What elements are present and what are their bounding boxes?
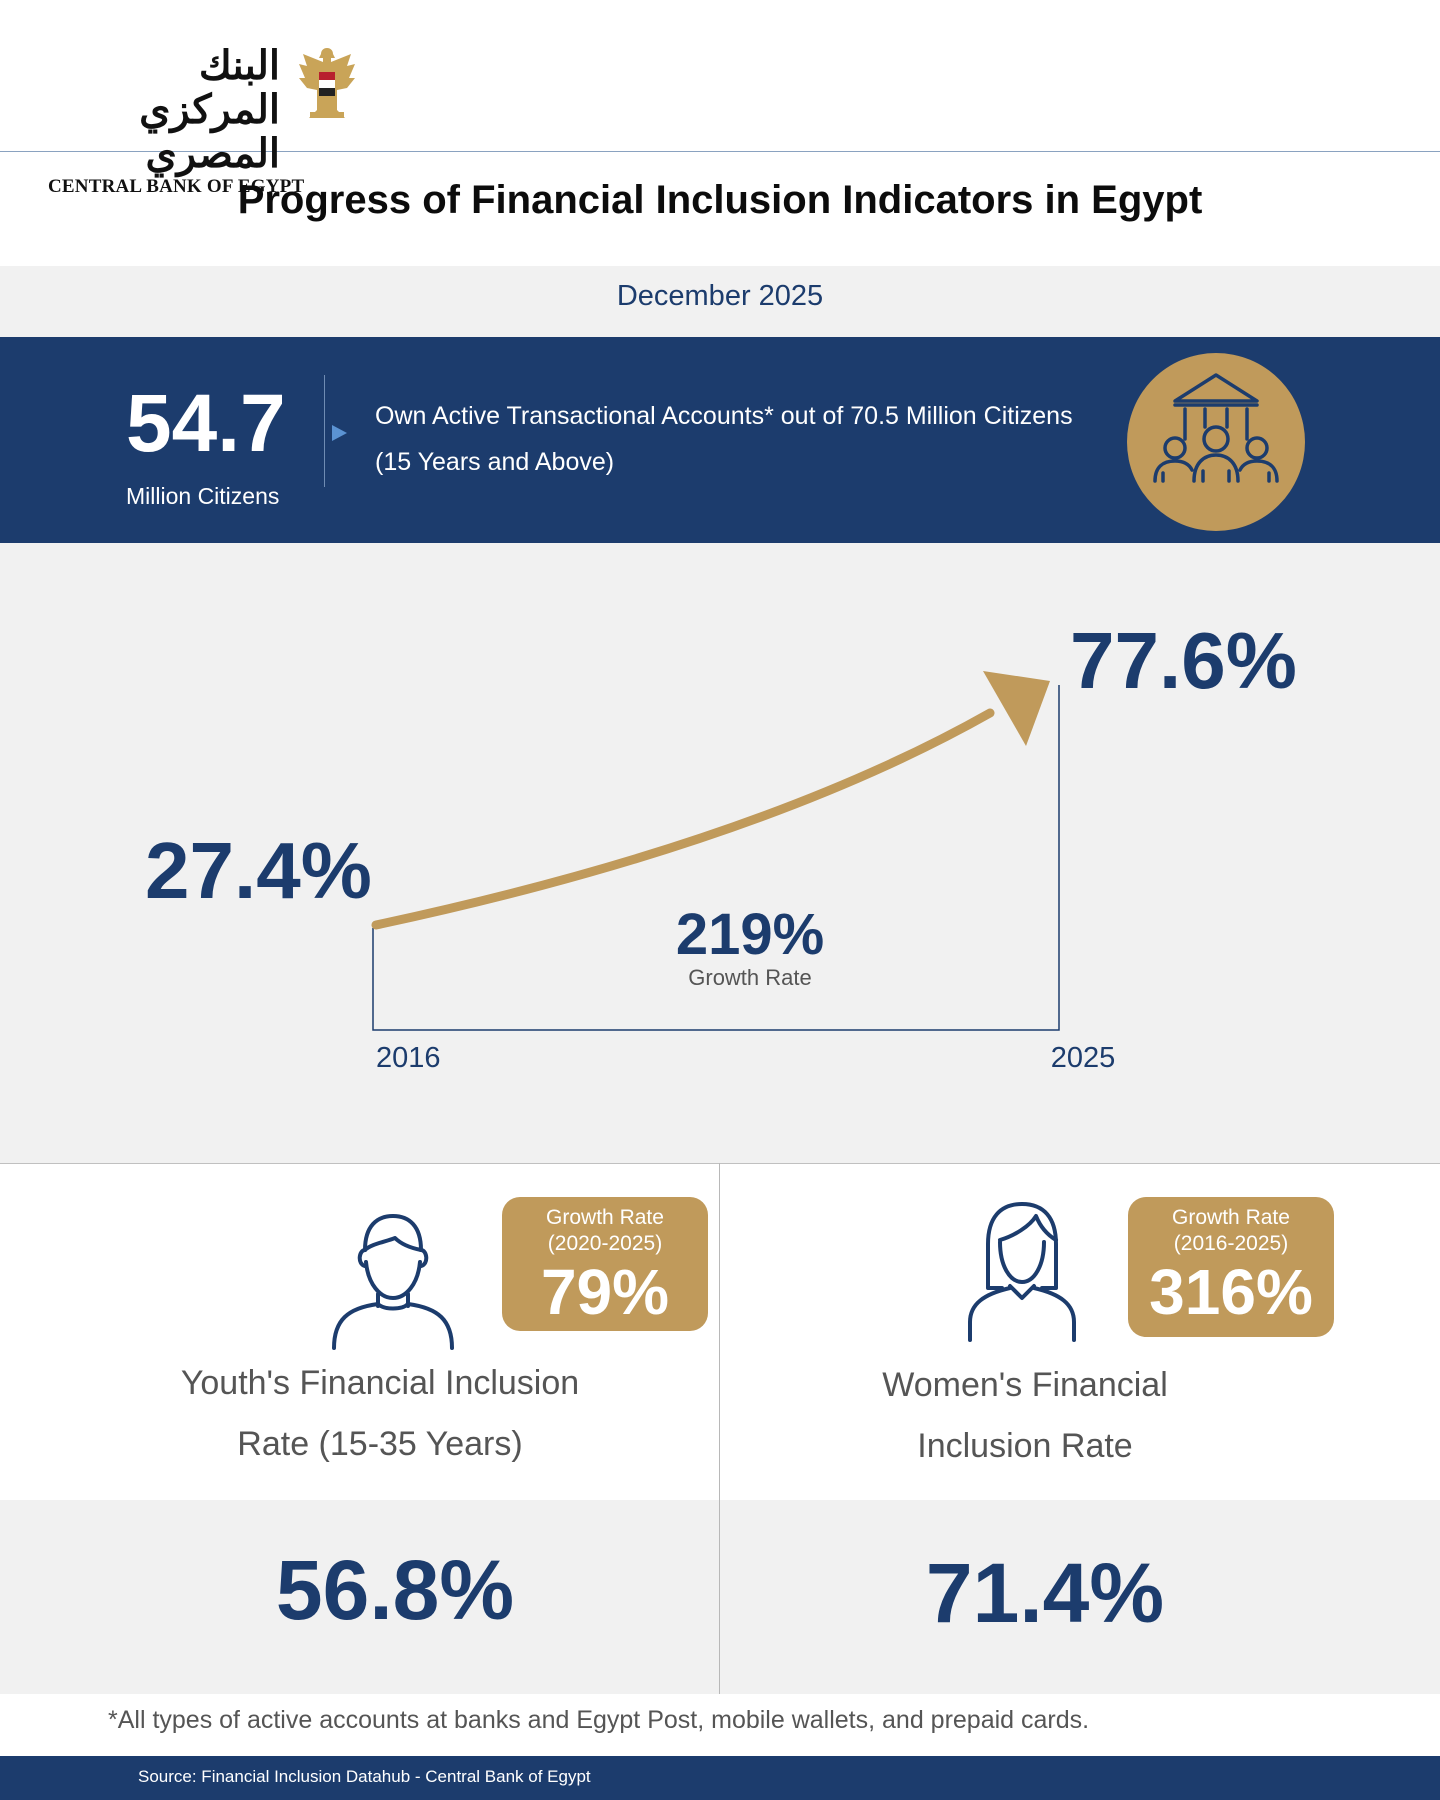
women-growth-badge: Growth Rate (2016-2025) 316% (1128, 1197, 1334, 1337)
chart-frame (372, 685, 1060, 1031)
growth-annotation-label: Growth Rate (688, 965, 812, 990)
highlight-description: Own Active Transactional Accounts* out o… (375, 393, 1115, 485)
growth-arrow-head (983, 671, 1050, 746)
growth-arrow (371, 708, 995, 930)
highlight-description-line1: Own Active Transactional Accounts* out o… (375, 402, 1073, 430)
category-values-band (0, 1500, 1440, 1694)
triangle-pointer-icon (332, 425, 347, 441)
end-value-label: 77.6% (1070, 616, 1297, 705)
date-band: December 2025 (0, 266, 1440, 337)
women-growth-period: (2016-2025) (1173, 1232, 1289, 1255)
cbe-logo: البنك المركزي المصري CENTRAL BANK OF EGY… (48, 44, 304, 198)
highlight-unit: Million Citizens (126, 483, 280, 509)
footnote: *All types of active accounts at banks a… (108, 1706, 1090, 1734)
women-label-line2: Inclusion Rate (917, 1427, 1133, 1465)
highlight-value: 54.7 (126, 378, 286, 469)
youth-growth-label: Growth Rate (546, 1206, 664, 1229)
logo-arabic-text: البنك المركزي المصري (139, 42, 280, 177)
chart-section: 27.4% 77.6% 219% Growth Rate 2016 2025 (0, 543, 1440, 1163)
youth-label: Youth's Financial Inclusion Rate (15-35 … (60, 1353, 700, 1475)
highlight-icon-circle (1127, 353, 1305, 531)
source-text: Source: Financial Inclusion Datahub - Ce… (138, 1767, 591, 1786)
youth-growth-badge: Growth Rate (2020-2025) 79% (502, 1197, 708, 1331)
youth-label-line1: Youth's Financial Inclusion (180, 1364, 580, 1402)
growth-annotation-value: 219% (676, 902, 824, 967)
logo-english-text: CENTRAL BANK OF EGYPT (48, 176, 305, 197)
x-tick-2025: 2025 (1051, 1042, 1116, 1074)
highlight-divider (324, 375, 325, 487)
bank-people-icon (1153, 373, 1279, 483)
youth-growth-period: (2020-2025) (547, 1232, 663, 1255)
highlight-description-line2: (15 Years and Above) (375, 448, 615, 476)
women-growth-value: 316% (1149, 1256, 1313, 1328)
youth-rate-value: 56.8% (275, 1543, 515, 1637)
x-tick-2016: 2016 (376, 1042, 441, 1074)
header: البنك المركزي المصري CENTRAL BANK OF EGY… (0, 0, 1440, 197)
women-label: Women's Financial Inclusion Rate (725, 1355, 1325, 1477)
woman-icon (968, 1202, 1076, 1342)
growth-chart: 27.4% 77.6% 219% Growth Rate 2016 2025 (145, 616, 1297, 1074)
women-rate-value: 71.4% (925, 1546, 1165, 1640)
man-icon (332, 1214, 454, 1350)
footer: Source: Financial Inclusion Datahub - Ce… (0, 1756, 1440, 1800)
youth-label-line2: Rate (15-35 Years) (237, 1425, 523, 1463)
women-growth-label: Growth Rate (1172, 1206, 1290, 1229)
page-title: Progress of Financial Inclusion Indicato… (237, 178, 1203, 222)
youth-growth-value: 79% (540, 1256, 670, 1328)
highlight-band: 54.7 Million Citizens Own Active Transac… (0, 337, 1440, 543)
women-label-line1: Women's Financial (882, 1366, 1168, 1404)
start-value-label: 27.4% (145, 826, 372, 915)
category-divider (719, 1163, 720, 1694)
egypt-eagle-emblem-icon (299, 48, 355, 118)
report-date: December 2025 (616, 280, 824, 312)
